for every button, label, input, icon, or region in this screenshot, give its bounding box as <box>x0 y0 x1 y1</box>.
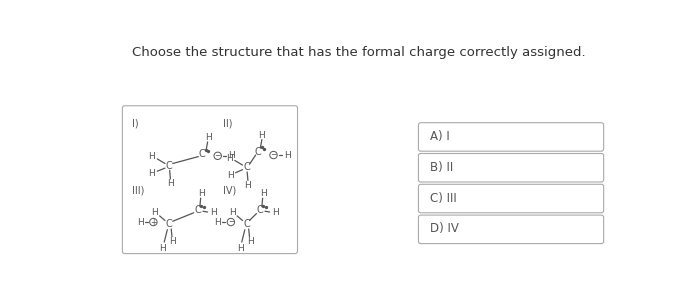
Text: H: H <box>272 207 279 217</box>
Text: H: H <box>260 189 267 198</box>
Text: H: H <box>244 181 251 189</box>
Text: C) III: C) III <box>430 192 457 205</box>
Text: +: + <box>150 218 157 226</box>
Text: C: C <box>255 147 261 157</box>
Text: H: H <box>160 244 166 253</box>
Text: H: H <box>210 207 216 217</box>
FancyBboxPatch shape <box>419 184 603 213</box>
Text: H: H <box>148 169 155 178</box>
Text: I): I) <box>132 118 139 128</box>
Text: H: H <box>198 189 205 198</box>
Text: C: C <box>165 219 172 228</box>
Text: H: H <box>237 244 244 253</box>
Text: D) IV: D) IV <box>430 222 459 235</box>
Text: II): II) <box>223 118 232 128</box>
Text: −: − <box>228 218 234 226</box>
Text: C: C <box>165 161 172 171</box>
Text: C: C <box>256 205 263 215</box>
FancyBboxPatch shape <box>122 106 298 253</box>
Text: −: − <box>214 151 221 160</box>
Text: C: C <box>199 149 206 159</box>
Text: IV): IV) <box>223 186 237 196</box>
FancyBboxPatch shape <box>419 215 603 244</box>
Text: H: H <box>205 133 212 142</box>
Text: H: H <box>214 218 221 226</box>
Text: H: H <box>136 218 144 226</box>
Text: Choose the structure that has the formal charge correctly assigned.: Choose the structure that has the formal… <box>132 46 586 59</box>
Text: A) I: A) I <box>430 130 450 143</box>
Text: III): III) <box>132 186 144 196</box>
Text: C: C <box>243 219 250 228</box>
Text: H: H <box>169 237 176 246</box>
FancyBboxPatch shape <box>419 153 603 182</box>
Text: C: C <box>243 162 250 172</box>
Text: H: H <box>226 154 232 163</box>
FancyBboxPatch shape <box>419 123 603 151</box>
Text: H: H <box>167 179 174 188</box>
Text: H: H <box>284 150 290 159</box>
Text: B) II: B) II <box>430 161 454 174</box>
Text: H: H <box>247 237 253 246</box>
Text: C: C <box>194 205 201 215</box>
Text: H: H <box>152 208 158 217</box>
Text: H: H <box>258 131 265 139</box>
Text: H: H <box>229 208 236 217</box>
Text: −: − <box>270 150 276 159</box>
Text: H: H <box>228 171 234 180</box>
Text: H: H <box>228 151 235 160</box>
Text: H: H <box>148 152 155 161</box>
